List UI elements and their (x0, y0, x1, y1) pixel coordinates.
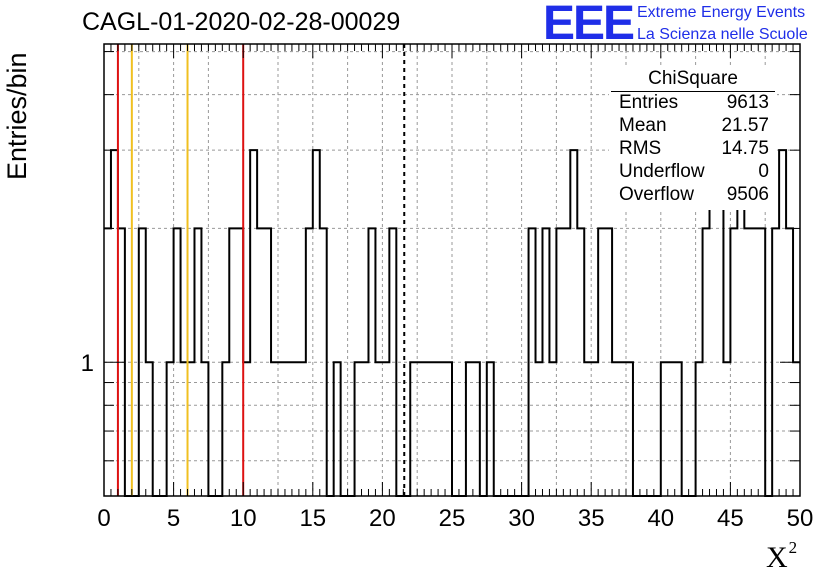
x-tick-label: 25 (439, 505, 466, 532)
marker-lines (116, 44, 406, 496)
stats-value: 9613 (726, 92, 769, 113)
stats-row-mean: Mean 21.57 (619, 115, 769, 138)
stats-value: 14.75 (721, 138, 769, 159)
stats-divider (611, 91, 775, 92)
x-tick-label: 0 (97, 505, 110, 532)
x-axis-label-superscript: 2 (788, 538, 798, 557)
x-tick-label: 50 (787, 505, 814, 532)
axis-ticks (103, 44, 801, 496)
stats-value: 9506 (726, 184, 769, 205)
eee-logo: EEE Extreme Energy Events La Scienza nel… (543, 0, 833, 50)
stats-row-underflow: Underflow 0 (619, 161, 769, 184)
x-tick-label: 15 (299, 505, 326, 532)
logo-line-2: La Scienza nelle Scuole (637, 26, 808, 43)
tick-labels: 0 5 10 15 20 25 30 35 40 45 50 1 (81, 350, 814, 532)
histogram-series (104, 93, 800, 497)
x-tick-label: 30 (508, 505, 535, 532)
x-tick-label: 20 (369, 505, 396, 532)
stats-label: Overflow (619, 184, 694, 205)
y-tick-label: 1 (81, 350, 94, 377)
stats-label: Underflow (619, 161, 705, 182)
x-tick-label: 10 (230, 505, 257, 532)
stats-value: 0 (758, 161, 769, 182)
stats-label: Mean (619, 115, 667, 136)
stats-row-overflow: Overflow 9506 (619, 184, 769, 207)
logo-mark: EEE (543, 0, 635, 50)
x-axis-label-text: X (766, 541, 788, 574)
x-tick-label: 35 (578, 505, 605, 532)
x-tick-label: 40 (647, 505, 674, 532)
stats-row-rms: RMS 14.75 (619, 138, 769, 161)
stats-label: Entries (619, 92, 679, 113)
x-tick-label: 45 (717, 505, 744, 532)
y-axis-label: Entries/bin (2, 52, 32, 180)
logo-line-1: Extreme Energy Events (637, 4, 806, 21)
x-axis-label: X2 (766, 538, 797, 575)
histogram-line (104, 93, 800, 497)
stats-value: 21.57 (721, 115, 769, 136)
stats-box: ChiSquare Entries 9613 Mean 21.57 RMS 14… (609, 66, 777, 210)
plot-title: CAGL-01-2020-02-28-00029 (82, 8, 401, 36)
stats-row-entries: Entries 9613 (619, 92, 769, 115)
stats-title: ChiSquare (648, 68, 738, 89)
x-tick-label: 5 (167, 505, 180, 532)
stats-label: RMS (619, 138, 662, 159)
